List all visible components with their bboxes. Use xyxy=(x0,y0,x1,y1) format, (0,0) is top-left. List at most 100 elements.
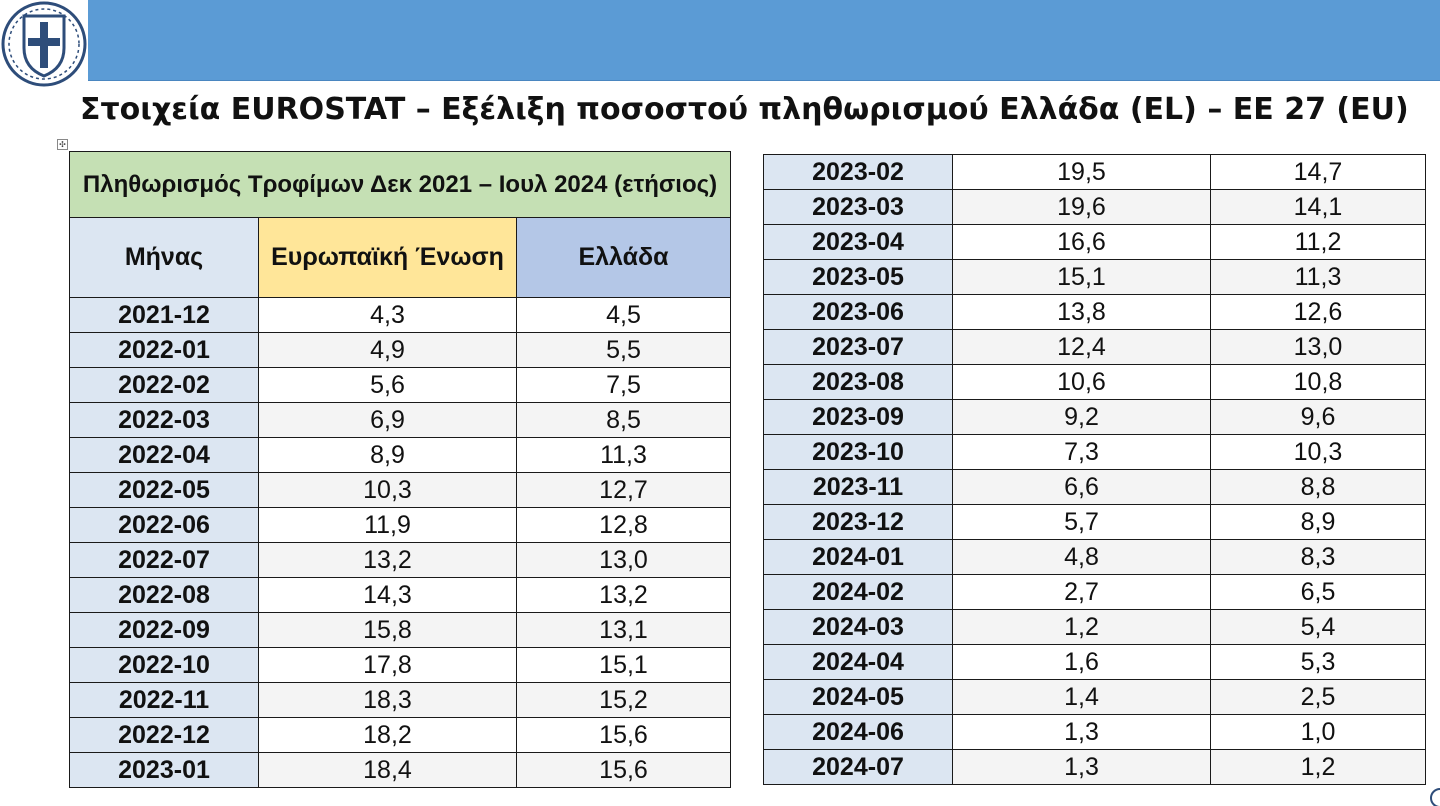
table-row: 2022-05 10,3 12,7 xyxy=(69,472,732,508)
greek-coat-of-arms-icon xyxy=(1,1,87,87)
column-header-el: Ελλάδα xyxy=(515,217,732,298)
table-row: 2024-07 1,3 1,2 xyxy=(763,749,1426,785)
table-row: 2024-03 1,2 5,4 xyxy=(763,609,1426,645)
table-row: 2022-01 4,9 5,5 xyxy=(69,332,732,368)
eu-value-cell: 1,6 xyxy=(952,644,1211,680)
header-bar xyxy=(88,0,1440,81)
eu-value-cell: 15,1 xyxy=(952,259,1211,295)
inflation-table-right: 2023-02 19,5 14,7 2023-03 19,6 14,1 2023-04 16,… xyxy=(763,154,1426,785)
el-value-cell: 15,2 xyxy=(515,682,732,718)
eu-value-cell: 19,6 xyxy=(952,189,1211,225)
table-row: 2022-11 18,3 15,2 xyxy=(69,682,732,718)
month-cell: 2024-01 xyxy=(763,539,953,575)
el-value-cell: 1,0 xyxy=(1210,714,1426,750)
inflation-table-left: Πληθωρισμός Τροφίμων Δεκ 2021 – Ιουλ 202… xyxy=(68,151,732,788)
month-cell: 2022-07 xyxy=(69,542,259,578)
table-caption: Πληθωρισμός Τροφίμων Δεκ 2021 – Ιουλ 202… xyxy=(68,151,732,218)
month-cell: 2024-06 xyxy=(763,714,953,750)
eu-value-cell: 16,6 xyxy=(952,224,1211,260)
el-value-cell: 13,0 xyxy=(1210,329,1426,365)
month-cell: 2022-02 xyxy=(69,367,259,403)
el-value-cell: 2,5 xyxy=(1210,679,1426,715)
month-cell: 2022-03 xyxy=(69,402,259,438)
eu-value-cell: 13,8 xyxy=(952,294,1211,330)
eu-value-cell: 18,2 xyxy=(258,717,517,753)
month-cell: 2022-10 xyxy=(69,647,259,683)
eu-value-cell: 1,2 xyxy=(952,609,1211,645)
el-value-cell: 13,1 xyxy=(515,612,732,648)
eu-value-cell: 10,3 xyxy=(258,472,517,508)
table-row: 2023-03 19,6 14,1 xyxy=(763,189,1426,225)
eu-value-cell: 4,9 xyxy=(258,332,517,368)
el-value-cell: 12,7 xyxy=(515,472,732,508)
eu-value-cell: 1,3 xyxy=(952,714,1211,750)
month-cell: 2022-09 xyxy=(69,612,259,648)
table-row: 2023-01 18,4 15,6 xyxy=(69,752,732,788)
page-title: Στοιχεία EUROSTAT – Εξέλιξη ποσοστού πλη… xyxy=(80,92,1409,127)
table-row: 2022-03 6,9 8,5 xyxy=(69,402,732,438)
el-value-cell: 8,8 xyxy=(1210,469,1426,505)
table-move-handle-icon[interactable]: ✣ xyxy=(57,139,68,150)
eu-value-cell: 5,7 xyxy=(952,504,1211,540)
table-row: 2023-09 9,2 9,6 xyxy=(763,399,1426,435)
eu-value-cell: 7,3 xyxy=(952,434,1211,470)
table-row: 2023-05 15,1 11,3 xyxy=(763,259,1426,295)
month-cell: 2023-12 xyxy=(763,504,953,540)
el-value-cell: 11,3 xyxy=(515,437,732,473)
month-cell: 2024-02 xyxy=(763,574,953,610)
column-header-month: Μήνας xyxy=(69,217,259,298)
eu-value-cell: 18,4 xyxy=(258,752,517,788)
table-row: 2024-05 1,4 2,5 xyxy=(763,679,1426,715)
eu-value-cell: 12,4 xyxy=(952,329,1211,365)
eu-value-cell: 11,9 xyxy=(258,507,517,543)
table-body-right: 2023-02 19,5 14,7 2023-03 19,6 14,1 2023-04 16,… xyxy=(763,154,1426,785)
month-cell: 2022-06 xyxy=(69,507,259,543)
month-cell: 2023-05 xyxy=(763,259,953,295)
table-row: 2023-07 12,4 13,0 xyxy=(763,329,1426,365)
el-value-cell: 8,5 xyxy=(515,402,732,438)
eu-value-cell: 8,9 xyxy=(258,437,517,473)
month-cell: 2023-02 xyxy=(763,154,953,190)
eu-value-cell: 1,3 xyxy=(952,749,1211,785)
eu-value-cell: 15,8 xyxy=(258,612,517,648)
eu-value-cell: 6,9 xyxy=(258,402,517,438)
el-value-cell: 8,3 xyxy=(1210,539,1426,575)
eu-value-cell: 17,8 xyxy=(258,647,517,683)
table-row: 2023-11 6,6 8,8 xyxy=(763,469,1426,505)
eu-value-cell: 4,8 xyxy=(952,539,1211,575)
month-cell: 2023-08 xyxy=(763,364,953,400)
table-row: 2022-10 17,8 15,1 xyxy=(69,647,732,683)
el-value-cell: 10,3 xyxy=(1210,434,1426,470)
table-row: 2022-07 13,2 13,0 xyxy=(69,542,732,578)
el-value-cell: 15,6 xyxy=(515,717,732,753)
month-cell: 2023-07 xyxy=(763,329,953,365)
eu-value-cell: 4,3 xyxy=(258,297,517,333)
el-value-cell: 14,1 xyxy=(1210,189,1426,225)
month-cell: 2023-11 xyxy=(763,469,953,505)
table-row: 2024-04 1,6 5,3 xyxy=(763,644,1426,680)
eu-value-cell: 1,4 xyxy=(952,679,1211,715)
table-row: 2022-06 11,9 12,8 xyxy=(69,507,732,543)
eu-value-cell: 6,6 xyxy=(952,469,1211,505)
column-header-eu: Ευρωπαϊκή Ένωση xyxy=(258,217,517,298)
eu-value-cell: 18,3 xyxy=(258,682,517,718)
el-value-cell: 15,6 xyxy=(515,752,732,788)
month-cell: 2024-03 xyxy=(763,609,953,645)
month-cell: 2022-01 xyxy=(69,332,259,368)
table-row: 2021-12 4,3 4,5 xyxy=(69,297,732,333)
eu-value-cell: 19,5 xyxy=(952,154,1211,190)
table-row: 2023-04 16,6 11,2 xyxy=(763,224,1426,260)
table-row: 2023-02 19,5 14,7 xyxy=(763,154,1426,190)
table-row: 2024-01 4,8 8,3 xyxy=(763,539,1426,575)
el-value-cell: 13,0 xyxy=(515,542,732,578)
table-row: 2024-02 2,7 6,5 xyxy=(763,574,1426,610)
eu-value-cell: 14,3 xyxy=(258,577,517,613)
el-value-cell: 9,6 xyxy=(1210,399,1426,435)
el-value-cell: 14,7 xyxy=(1210,154,1426,190)
month-cell: 2024-07 xyxy=(763,749,953,785)
month-cell: 2022-08 xyxy=(69,577,259,613)
table-row: 2022-02 5,6 7,5 xyxy=(69,367,732,403)
month-cell: 2023-03 xyxy=(763,189,953,225)
month-cell: 2022-12 xyxy=(69,717,259,753)
el-value-cell: 15,1 xyxy=(515,647,732,683)
